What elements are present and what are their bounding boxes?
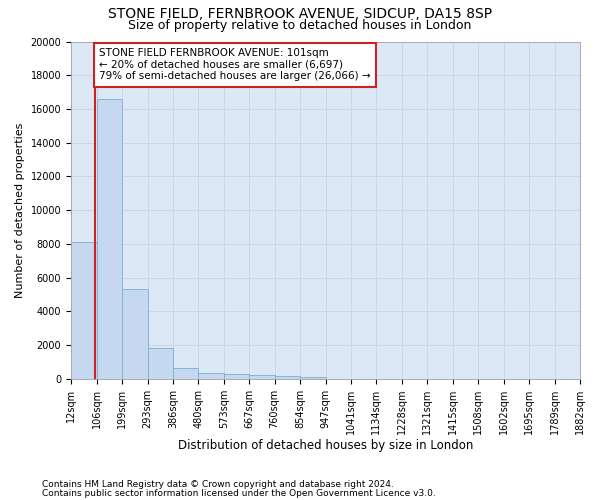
Bar [148,348,173,378]
Bar [122,290,148,378]
Text: STONE FIELD, FERNBROOK AVENUE, SIDCUP, DA15 8SP: STONE FIELD, FERNBROOK AVENUE, SIDCUP, D… [108,8,492,22]
Bar [300,376,326,378]
Bar [71,242,97,378]
Text: Contains public sector information licensed under the Open Government Licence v3: Contains public sector information licen… [42,488,436,498]
Bar [224,374,250,378]
Text: STONE FIELD FERNBROOK AVENUE: 101sqm
← 20% of detached houses are smaller (6,697: STONE FIELD FERNBROOK AVENUE: 101sqm ← 2… [99,48,371,82]
Text: Contains HM Land Registry data © Crown copyright and database right 2024.: Contains HM Land Registry data © Crown c… [42,480,394,489]
Bar [275,376,300,378]
Bar [199,373,224,378]
X-axis label: Distribution of detached houses by size in London: Distribution of detached houses by size … [178,440,473,452]
Bar [250,375,275,378]
Bar [173,368,199,378]
Text: Size of property relative to detached houses in London: Size of property relative to detached ho… [128,19,472,32]
Bar [97,99,122,378]
Y-axis label: Number of detached properties: Number of detached properties [15,122,25,298]
